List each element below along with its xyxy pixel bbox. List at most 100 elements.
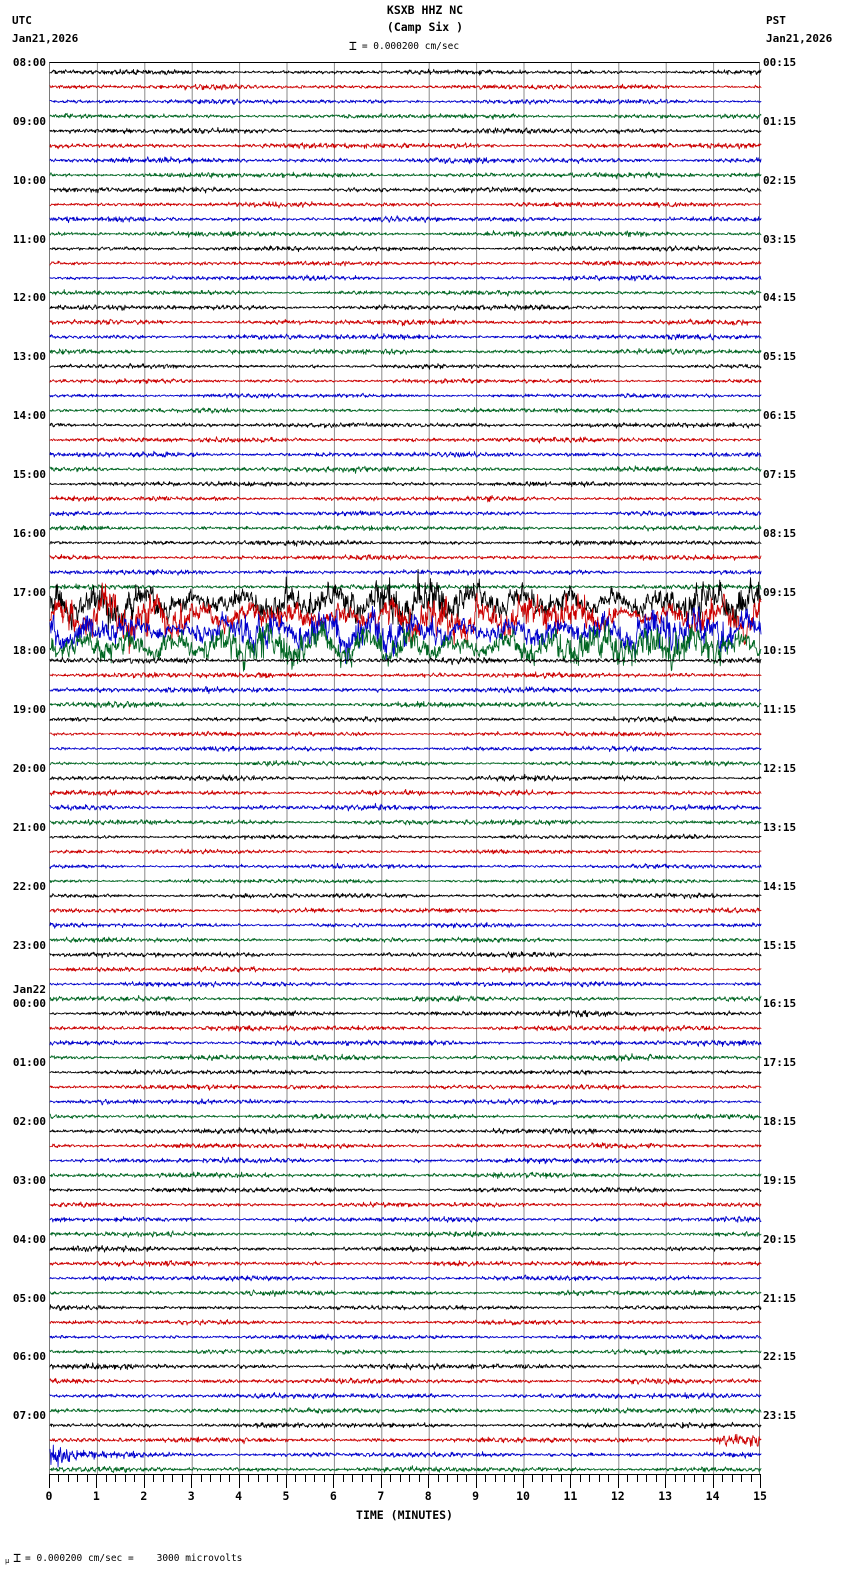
x-tick-label-15: 15	[753, 1489, 767, 1503]
x-tick-minor	[390, 1474, 392, 1482]
x-tick-label-11: 11	[563, 1489, 578, 1503]
utc-hour-label-1400: 14:00	[12, 409, 46, 422]
x-tick-label-1: 1	[92, 1489, 100, 1503]
x-tick-label-13: 13	[658, 1489, 673, 1503]
x-tick-minor	[399, 1474, 401, 1482]
x-tick-minor	[134, 1474, 136, 1482]
x-tick-minor	[589, 1474, 591, 1482]
x-tick-major-3	[191, 1474, 193, 1488]
x-tick-minor	[447, 1474, 449, 1482]
x-tick-minor	[162, 1474, 164, 1482]
x-tick-label-2: 2	[140, 1489, 148, 1503]
x-tick-minor	[229, 1474, 231, 1482]
scale-bar-icon: ⌶	[13, 1550, 22, 1566]
pst-hour-label-0115: 01:15	[763, 114, 797, 128]
x-tick-major-8	[428, 1474, 430, 1488]
pst-hour-label-0415: 04:15	[763, 291, 797, 305]
x-tick-minor	[181, 1474, 183, 1482]
utc-hour-label-1700: 17:00	[12, 585, 46, 599]
x-tick-label-8: 8	[424, 1489, 432, 1503]
seismogram-plot[interactable]	[49, 62, 762, 1475]
pst-hour-label-2315: 23:15	[763, 1409, 797, 1423]
pst-hour-label-0815: 08:15	[763, 526, 797, 540]
grid-lines	[96, 63, 715, 1475]
axis-baseline	[49, 1474, 760, 1476]
utc-hour-label-0500: 05:00	[12, 1291, 46, 1305]
x-tick-label-10: 10	[516, 1489, 530, 1503]
utc-timezone-label: UTC	[12, 14, 32, 27]
pst-hour-label-0215: 02:15	[763, 173, 797, 187]
waveform-traces	[49, 68, 762, 1473]
x-tick-major-4	[238, 1474, 240, 1488]
x-tick-minor	[684, 1474, 686, 1482]
utc-hour-label-1500: 15:00	[12, 467, 46, 481]
x-tick-minor	[371, 1474, 373, 1482]
x-tick-minor	[342, 1474, 344, 1482]
x-tick-minor	[513, 1474, 515, 1482]
pst-hour-label-0715: 07:15	[763, 467, 797, 481]
x-tick-minor	[579, 1474, 581, 1482]
day-change-marker: Jan22	[12, 983, 46, 997]
x-tick-minor	[750, 1474, 752, 1482]
utc-hour-label-0100: 01:00	[12, 1056, 46, 1070]
x-tick-minor	[741, 1474, 743, 1482]
x-tick-major-10	[523, 1474, 524, 1488]
pst-hour-label-1215: 12:15	[763, 762, 797, 775]
utc-hour-label-0400: 04:00	[12, 1232, 46, 1246]
utc-hour-label-1300: 13:00	[12, 350, 46, 364]
x-tick-minor	[219, 1474, 221, 1482]
x-tick-minor	[504, 1474, 506, 1482]
x-tick-minor	[608, 1474, 610, 1482]
x-tick-minor	[361, 1474, 363, 1482]
x-tick-minor	[257, 1474, 259, 1482]
x-tick-minor	[200, 1474, 202, 1482]
x-tick-label-7: 7	[377, 1489, 385, 1503]
pst-hour-label-1515: 15:15	[763, 938, 797, 952]
x-tick-minor	[295, 1474, 297, 1482]
footer-text: = 0.000200 cm/sec = 3000 microvolts	[25, 1552, 243, 1564]
x-tick-minor	[248, 1474, 250, 1482]
utc-hour-label-2200: 22:00	[12, 879, 46, 893]
x-tick-minor	[304, 1474, 306, 1482]
x-tick-major-13	[665, 1474, 667, 1488]
x-tick-label-9: 9	[472, 1489, 480, 1503]
x-tick-minor	[627, 1474, 629, 1482]
utc-hour-label-2100: 21:00	[12, 820, 46, 834]
x-tick-major-9	[475, 1474, 477, 1488]
x-tick-minor	[314, 1474, 316, 1482]
pst-hour-label-2115: 21:15	[763, 1291, 797, 1305]
x-tick-major-0	[49, 1474, 50, 1488]
x-tick-minor	[494, 1474, 496, 1482]
scale-bar-icon: ⌶	[349, 38, 357, 54]
x-tick-minor	[105, 1474, 107, 1482]
x-tick-minor	[409, 1474, 411, 1482]
x-tick-minor	[466, 1474, 468, 1482]
station-subtitle: (Camp Six )	[386, 20, 464, 34]
pst-hour-label-1315: 13:15	[763, 820, 797, 834]
x-tick-minor	[210, 1474, 212, 1482]
pst-date-label: Jan21,2026	[766, 32, 833, 45]
page-title: KSXB HHZ NC	[386, 3, 464, 17]
x-tick-minor	[731, 1474, 733, 1482]
utc-hour-label-0800: 08:00	[12, 56, 46, 69]
utc-hour-label-1200: 12:00	[12, 291, 46, 305]
x-tick-label-4: 4	[235, 1489, 243, 1503]
utc-hour-label-0900: 09:00	[12, 114, 46, 128]
x-tick-minor	[323, 1474, 325, 1482]
x-tick-major-2	[143, 1474, 145, 1488]
utc-hour-label-0300: 03:00	[12, 1173, 46, 1187]
x-tick-minor	[703, 1474, 705, 1482]
x-tick-minor	[532, 1474, 534, 1482]
pst-hour-label-0015: 00:15	[763, 56, 797, 69]
x-tick-minor	[456, 1474, 458, 1482]
x-tick-minor	[485, 1474, 487, 1482]
x-tick-major-11	[570, 1474, 572, 1488]
micro-symbol: μ	[5, 1557, 10, 1565]
utc-hour-label-2300: 23:00	[12, 938, 46, 952]
x-tick-minor	[551, 1474, 553, 1482]
x-tick-label-6: 6	[329, 1489, 337, 1503]
utc-date-label: Jan21,2026	[12, 32, 79, 45]
x-tick-minor	[67, 1474, 69, 1482]
utc-hour-label-0200: 02:00	[12, 1115, 46, 1128]
utc-hour-label-0000: 00:00	[12, 997, 46, 1011]
